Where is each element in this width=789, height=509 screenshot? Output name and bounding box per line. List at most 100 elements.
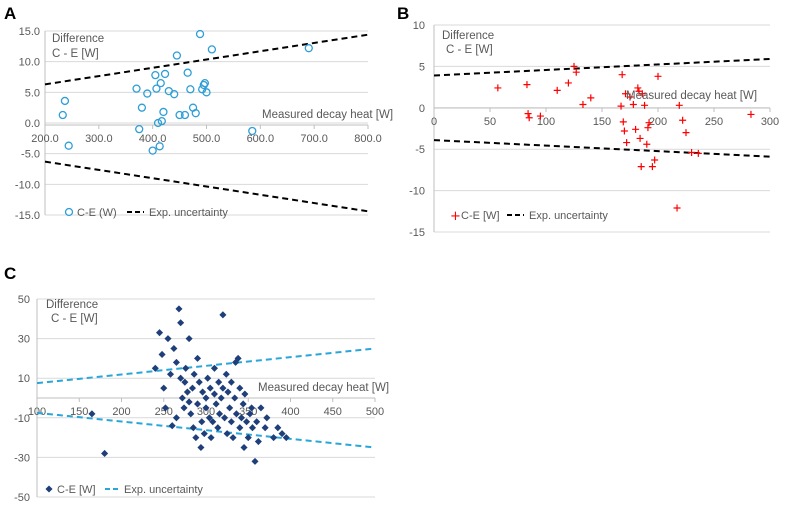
panel-a-data-point [156,78,165,88]
panel-c-data-point [204,374,212,382]
panel-a-uncertainty-line-upper [44,33,369,86]
panel-b-y-tick-label: 10 [413,20,425,32]
panel-a-data-point [172,51,182,60]
panel-c-legend-label-uncertainty: Exp. uncertainty [124,484,203,496]
panel-c-data-point [207,434,215,442]
panel-c-data-point [202,404,210,412]
panel-a-y-tick-label: -15.0 [15,210,40,222]
panel-c-data-point [172,414,180,422]
panel-a-data-point [160,69,170,79]
panel-c-data-point [231,394,239,402]
panel-b-uncertainty-line-lower [433,139,771,158]
panel-c-data-point [166,370,175,378]
panel-b-data-point [637,163,645,171]
panel-b-data-point [679,116,687,124]
panel-b-data-point [570,62,578,70]
panel-a-x-tick-label: 300.0 [85,133,113,145]
panel-c-data-point [205,414,213,422]
panel-c-data-point [198,418,206,426]
panel-b-data-point [626,93,634,101]
panel-c-data-point [200,430,208,438]
panel-a-data-point [159,107,168,117]
panel-c-data-point [226,404,234,412]
panel-c-data-point [261,424,269,432]
panel-c-data-point [223,430,231,438]
panel-c-data-point [274,424,282,432]
panel-c-data-point [195,378,203,386]
panel-c-x-tick-label: 450 [324,406,342,418]
panel-a-data-point [151,71,160,80]
panel-b-ylabel-line1: Difference [442,30,494,42]
panel-a-data-point [135,124,144,134]
panel-c-y-tick-label: -50 [14,492,30,504]
panel-a-data-point [202,88,211,97]
panel-c-y-tick-label: -10 [14,413,30,425]
panel-a-y-tick-label: 0.0 [25,118,40,130]
panel-c-data-point [237,414,246,422]
panel-c-data-point [188,384,197,392]
panel-a-data-point [60,96,70,106]
panel-c-data-point [236,424,244,432]
panel-b-y-tick-label: -15 [409,227,425,239]
panel-b-x-tick-label: 0 [431,116,437,128]
panel-c-data-point [222,370,230,378]
panel-b-data-point [638,90,646,98]
panel-a-xlabel: Measured decay heat [W] [262,109,393,121]
panel-a-y-tick-label: 15.0 [19,26,40,38]
panel-a-data-point [148,146,157,155]
panel-c-data-point [209,418,217,426]
panel-b-data-point [634,84,642,92]
panel-c-x-tick-label: 400 [281,406,299,418]
panel-a-data-point [183,68,192,77]
panel-b-legend-label-points: C-E [W] [461,210,500,222]
panel-c-y-tick-label: -30 [14,452,30,464]
panel-b-data-point [632,125,640,133]
panel-c-ylabel-line2: C - E [W] [51,313,98,325]
panel-b-data-point [644,124,652,132]
panel-b-y-tick-label: 0 [419,103,425,115]
panel-c-data-point [164,335,172,343]
panel-c-data-point [202,394,210,402]
panel-c-data-point [241,390,249,398]
panel-a-letter: A [4,4,16,23]
panel-b-data-point [617,102,625,110]
panel-c-data-point [180,404,188,412]
panel-b-x-tick-label: 250 [705,116,723,128]
panel-a-data-point [191,109,200,118]
panel-c-ylabel-line1: Difference [46,299,98,311]
panel-c-x-tick-label: 250 [155,406,173,418]
panel-c-data-point [194,354,202,362]
panel-a-uncertainty-line-lower [44,160,369,213]
panel-c-uncertainty-line-lower [36,411,376,449]
panel-b-legend-marker-points: + [450,209,461,224]
panel-a-data-point [304,44,313,53]
panel-c-x-tick-label: 500 [366,406,384,418]
panel-b-x-tick-label: 200 [649,116,667,128]
panel-c-data-point [210,364,218,372]
panel-c-data-point [219,384,227,392]
panel-c-data-point [199,388,207,396]
panel-c-data-point [257,404,265,412]
panel-b-data-point [623,139,631,147]
panel-b-data-point [682,129,690,137]
panel-b-ylabel-line2: C - E [W] [446,44,493,56]
panel-c-data-point [224,388,232,396]
panel-b-data-point [523,81,531,89]
panel-c-data-point [248,424,257,432]
panel-a-y-tick-label: -5.0 [21,149,40,161]
panel-a-x-tick-label: 800.0 [354,133,382,145]
panel-a-legend: C-E (W) Exp. uncertainty [64,207,228,219]
panel-a-data-point [132,84,141,93]
panel-b-data-point [629,100,637,108]
panel-b-y-tick-label: -5 [415,144,425,156]
panel-c-data-point [178,394,186,402]
panel-a-ylabel-line1: Difference [52,33,104,45]
panel-b-x-tick-label: 50 [484,116,496,128]
panel-c-data-point [212,400,220,408]
panel-c-data-point [248,404,256,412]
panel-b-data-point [654,72,662,80]
panel-b-data-point [636,134,644,142]
panel-b-data-point [620,127,628,135]
panel-b-data-point [579,100,587,108]
